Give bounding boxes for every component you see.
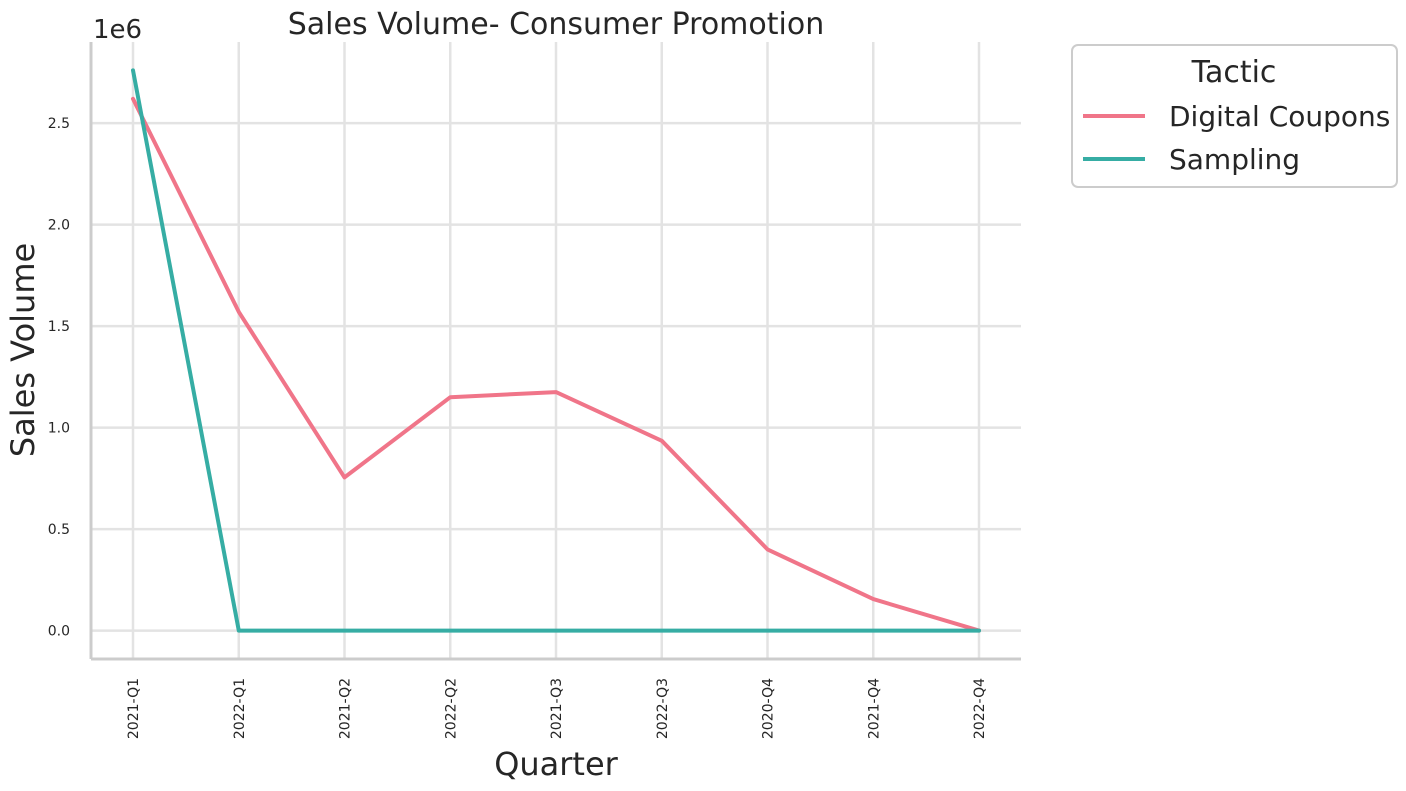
x-tick-labels: 2021-Q1 2022-Q1 2021-Q2 2022-Q2 2021-Q3 2022-… <box>126 678 988 739</box>
x-tick-label: 2020-Q4 <box>761 678 777 739</box>
y-tick-labels: 0.0 0.5 1.0 1.5 2.0 2.5 <box>48 116 70 639</box>
x-tick-label: 2022-Q3 <box>655 678 671 739</box>
legend-title: Tactic <box>1191 55 1277 90</box>
y-axis-label: Sales Volume <box>4 243 42 457</box>
y-multiplier-label: 1e6 <box>93 15 142 45</box>
series-line-sampling <box>131 68 981 633</box>
legend-label-sampling: Sampling <box>1169 143 1300 176</box>
grid-lines <box>91 42 1021 659</box>
x-tick-label: 2022-Q2 <box>443 678 459 739</box>
series-lines <box>131 68 981 633</box>
legend-frame <box>1071 44 1398 188</box>
y-tick-label: 2.0 <box>48 218 70 234</box>
x-tick-label: 2021-Q3 <box>549 678 565 739</box>
chart-title: Sales Volume- Consumer Promotion <box>288 7 824 42</box>
y-tick-label: 1.0 <box>48 421 70 437</box>
y-tick-label: 0.5 <box>48 522 70 538</box>
legend: Tactic Digital Coupons Sampling <box>1071 44 1398 188</box>
x-tick-label: 2022-Q4 <box>972 678 988 739</box>
x-tick-label: 2021-Q4 <box>866 678 882 739</box>
x-axis-label: Quarter <box>494 745 618 783</box>
x-tick-label: 2021-Q2 <box>338 678 354 739</box>
x-tick-label: 2022-Q1 <box>232 678 248 739</box>
legend-label-digital-coupons: Digital Coupons <box>1169 100 1390 133</box>
y-tick-label: 2.5 <box>48 116 70 132</box>
x-tick-label: 2021-Q1 <box>126 678 142 739</box>
series-line-digital-coupons <box>131 96 981 633</box>
y-tick-label: 1.5 <box>48 319 70 335</box>
axes <box>89 42 1021 661</box>
y-tick-label: 0.0 <box>48 624 70 640</box>
